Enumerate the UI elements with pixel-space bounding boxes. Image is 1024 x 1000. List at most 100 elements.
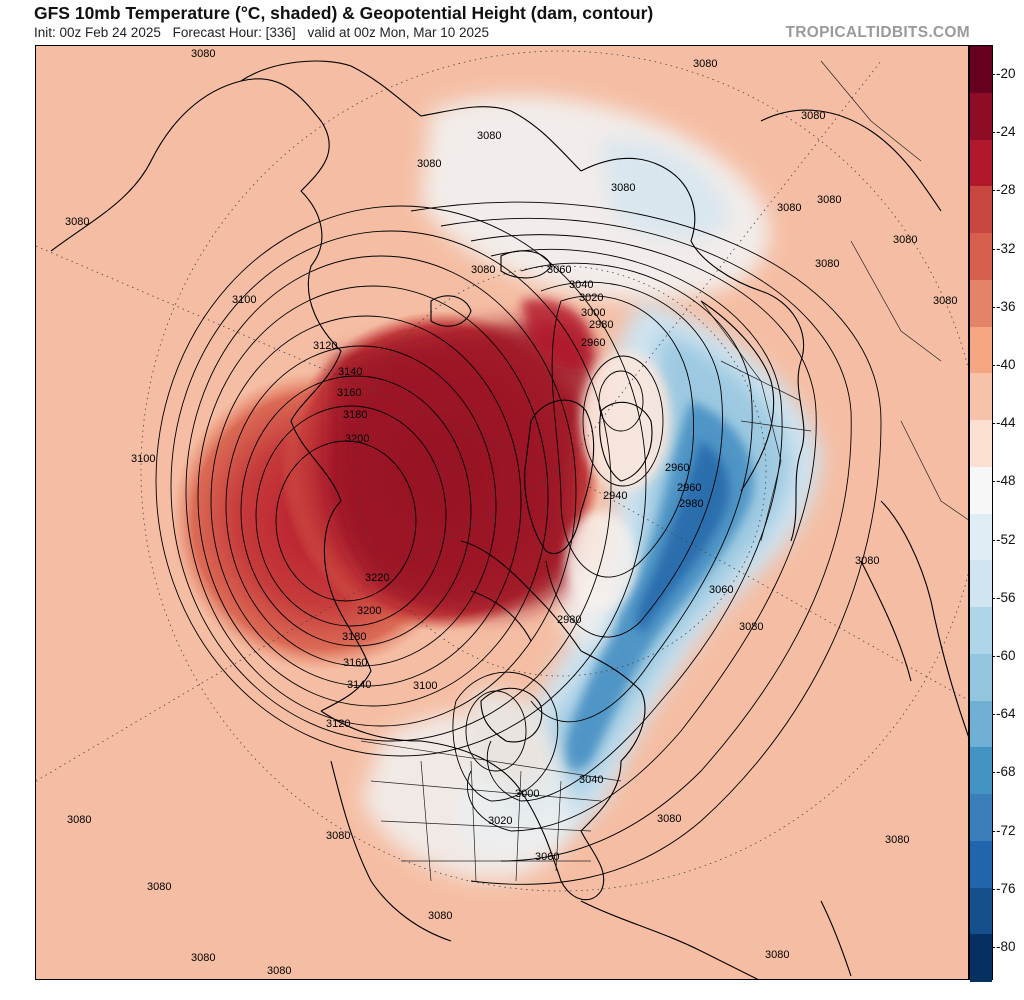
colorbar-segment bbox=[970, 326, 992, 374]
graticule bbox=[36, 50, 968, 892]
colorbar-tick bbox=[992, 74, 995, 75]
height-label: 3060 bbox=[709, 584, 733, 596]
height-label: 3080 bbox=[65, 216, 89, 228]
height-label: 3080 bbox=[739, 621, 763, 633]
height-label: 3100 bbox=[232, 294, 256, 306]
colorbar-tick-label: -28 bbox=[996, 182, 1016, 198]
height-label: 3080 bbox=[855, 555, 879, 567]
colorbar-tick bbox=[992, 306, 995, 308]
height-label: 3040 bbox=[579, 774, 603, 786]
colorbar-tick-label: -76 bbox=[996, 880, 1016, 896]
colorbar-segment bbox=[970, 607, 992, 655]
political-boundaries bbox=[360, 60, 968, 882]
height-label: 3020 bbox=[488, 815, 512, 827]
height-label: 3080 bbox=[267, 965, 291, 977]
colorbar-segment bbox=[970, 279, 992, 328]
colorbar-tick bbox=[992, 656, 995, 657]
colorbar-segment bbox=[970, 420, 992, 468]
height-label: 3080 bbox=[693, 58, 717, 70]
height-label: 2960 bbox=[665, 462, 689, 474]
colorbar-tick bbox=[992, 423, 995, 425]
colorbar-segment bbox=[970, 700, 992, 748]
colorbar-tick-label: -80 bbox=[996, 939, 1016, 954]
height-label: 3080 bbox=[477, 130, 501, 142]
height-label: 3020 bbox=[579, 292, 603, 304]
colorbar-tick bbox=[992, 365, 995, 366]
colorbar-segment bbox=[970, 466, 992, 515]
colorbar-segment bbox=[970, 233, 992, 281]
temperature-height-map: 3080 3080 3080 3080 3080 3080 3080 3080 … bbox=[36, 46, 968, 979]
colorbar-tick bbox=[992, 888, 995, 890]
height-label: 2960 bbox=[581, 337, 605, 349]
colorbar-tick bbox=[992, 830, 995, 832]
colorbar-tick bbox=[992, 947, 995, 948]
height-label: 3080 bbox=[801, 110, 825, 122]
height-label: 3200 bbox=[357, 605, 381, 617]
colorbar-tick-label: -20 bbox=[996, 66, 1016, 81]
height-label: 2940 bbox=[603, 490, 627, 502]
colorbar-segment bbox=[970, 373, 992, 421]
colorbar-tick bbox=[992, 248, 995, 250]
height-label: 3080 bbox=[611, 182, 635, 194]
height-label: 3140 bbox=[338, 366, 362, 378]
forecast-hour: Forecast Hour: [336] bbox=[172, 25, 296, 40]
temperature-colorbar bbox=[969, 45, 993, 982]
height-label: 3040 bbox=[569, 279, 593, 291]
height-label: 3080 bbox=[417, 158, 441, 170]
colorbar-tick-label: -40 bbox=[996, 357, 1016, 372]
colorbar-segment bbox=[970, 46, 992, 94]
colorbar-segment bbox=[970, 840, 992, 889]
valid-time: valid at 00z Mon, Mar 10 2025 bbox=[307, 25, 490, 40]
height-label: 3080 bbox=[817, 194, 841, 206]
height-contours bbox=[155, 201, 882, 885]
colorbar-tick-label: -56 bbox=[996, 589, 1016, 605]
colorbar-segment bbox=[970, 653, 992, 702]
height-label: 3080 bbox=[428, 910, 452, 922]
height-label: 3220 bbox=[365, 572, 389, 584]
height-label: 3080 bbox=[326, 830, 350, 842]
colorbar-tick-label: -44 bbox=[996, 415, 1016, 431]
height-label: 3180 bbox=[343, 409, 367, 421]
coastlines bbox=[50, 60, 968, 979]
colorbar-segment bbox=[970, 139, 992, 187]
colorbar-tick bbox=[992, 190, 995, 192]
colorbar-tick bbox=[992, 539, 995, 541]
height-label: 3120 bbox=[313, 340, 337, 352]
height-label: 3000 bbox=[581, 307, 605, 319]
height-label: 2980 bbox=[557, 614, 581, 626]
height-label: 2980 bbox=[589, 319, 613, 331]
colorbar-tick bbox=[992, 481, 995, 483]
colorbar-segment bbox=[970, 186, 992, 234]
colorbar-tick-label: -64 bbox=[996, 706, 1016, 722]
height-label: 3080 bbox=[191, 48, 215, 60]
height-label: 3000 bbox=[515, 788, 539, 800]
colorbar-tick bbox=[992, 714, 995, 716]
init-time: Init: 00z Feb 24 2025 bbox=[34, 25, 161, 40]
run-info: Init: 00z Feb 24 2025 Forecast Hour: [33… bbox=[34, 25, 489, 40]
chart-title: GFS 10mb Temperature (°C, shaded) & Geop… bbox=[34, 3, 654, 23]
height-label: 3180 bbox=[342, 631, 366, 643]
height-label: 3080 bbox=[885, 834, 909, 846]
colorbar-tick-label: -60 bbox=[996, 648, 1016, 663]
height-labels: 3080 3080 3080 3080 3080 3080 3080 3080 … bbox=[65, 48, 957, 977]
height-label: 3100 bbox=[413, 680, 437, 692]
height-label: 3160 bbox=[337, 387, 361, 399]
colorbar-segment bbox=[970, 747, 992, 795]
height-label: 3080 bbox=[933, 295, 957, 307]
colorbar-segment bbox=[970, 794, 992, 842]
colorbar-tick-label: -72 bbox=[996, 822, 1016, 838]
colorbar-tick-label: -36 bbox=[996, 298, 1016, 314]
colorbar-segment bbox=[970, 560, 992, 608]
height-label: 3120 bbox=[326, 718, 350, 730]
colorbar-tick-label: -52 bbox=[996, 531, 1016, 547]
colorbar-segment bbox=[970, 934, 992, 982]
height-label: 3080 bbox=[657, 813, 681, 825]
colorbar-segment bbox=[970, 513, 992, 561]
map-panel: 3080 3080 3080 3080 3080 3080 3080 3080 … bbox=[35, 45, 969, 980]
height-label: 3200 bbox=[345, 433, 369, 445]
height-label: 2960 bbox=[677, 482, 701, 494]
height-label: 3080 bbox=[815, 258, 839, 270]
height-label: 3080 bbox=[471, 264, 495, 276]
colorbar-tick bbox=[992, 772, 995, 774]
colorbar-segment bbox=[970, 92, 992, 141]
